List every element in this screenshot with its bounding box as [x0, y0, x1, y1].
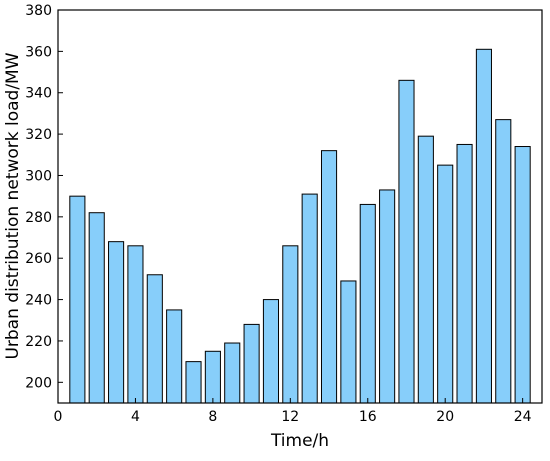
- bar-hour-8: [204, 350, 221, 404]
- bar-hour-24: [514, 146, 531, 404]
- bar-hour-20: [437, 164, 454, 404]
- y-axis-title: Urban distribution network load/MW: [3, 52, 23, 359]
- x-tick-label: 4: [131, 409, 140, 425]
- y-tick-label: 200: [25, 375, 52, 391]
- x-tick-label: 12: [281, 409, 299, 425]
- bars-layer: [69, 48, 531, 404]
- y-tick-label: 220: [25, 334, 52, 350]
- x-tick-label: 20: [436, 409, 454, 425]
- x-tick-label: 24: [514, 409, 532, 425]
- bar-hour-6: [166, 309, 183, 404]
- y-tick-label: 240: [25, 293, 52, 309]
- bar-hour-11: [262, 299, 280, 404]
- x-axis-title: Time/h: [270, 431, 329, 451]
- y-tick-label: 380: [25, 3, 52, 19]
- bar-hour-2: [88, 212, 105, 404]
- plot-frame: [57, 9, 543, 404]
- bar-hour-9: [224, 342, 241, 404]
- y-tick-label: 260: [25, 251, 52, 267]
- bar-hour-18: [398, 79, 415, 404]
- bar-hour-15: [340, 280, 357, 404]
- y-tick-label: 320: [25, 127, 52, 143]
- y-tick-label: 360: [25, 44, 52, 60]
- bar-hour-13: [301, 193, 318, 404]
- bar-hour-14: [320, 150, 338, 404]
- bar-hour-23: [495, 119, 512, 404]
- x-tick-label: 16: [359, 409, 377, 425]
- y-tick-label: 340: [25, 86, 52, 102]
- bar-hour-12: [282, 245, 299, 404]
- bar-hour-16: [359, 203, 376, 404]
- y-tick-label: 300: [25, 168, 52, 184]
- bar-hour-3: [108, 241, 125, 404]
- x-tick-label: 0: [54, 409, 63, 425]
- bar-hour-5: [146, 274, 163, 404]
- axes-layer: 0 4 8 12 16 20 24 200 220 240 260 280 300 320 340 360 38…: [25, 3, 543, 425]
- bar-hour-22: [475, 48, 492, 404]
- bar-hour-10: [243, 323, 260, 404]
- x-tick-label: 8: [208, 409, 217, 425]
- y-tick-label: 280: [25, 210, 52, 226]
- bar-hour-4: [127, 245, 144, 404]
- bar-hour-1: [69, 195, 86, 404]
- bar-hour-21: [456, 143, 473, 404]
- bar-hour-7: [185, 361, 202, 404]
- bar-hour-19: [417, 135, 434, 404]
- bar-hour-17: [379, 189, 396, 404]
